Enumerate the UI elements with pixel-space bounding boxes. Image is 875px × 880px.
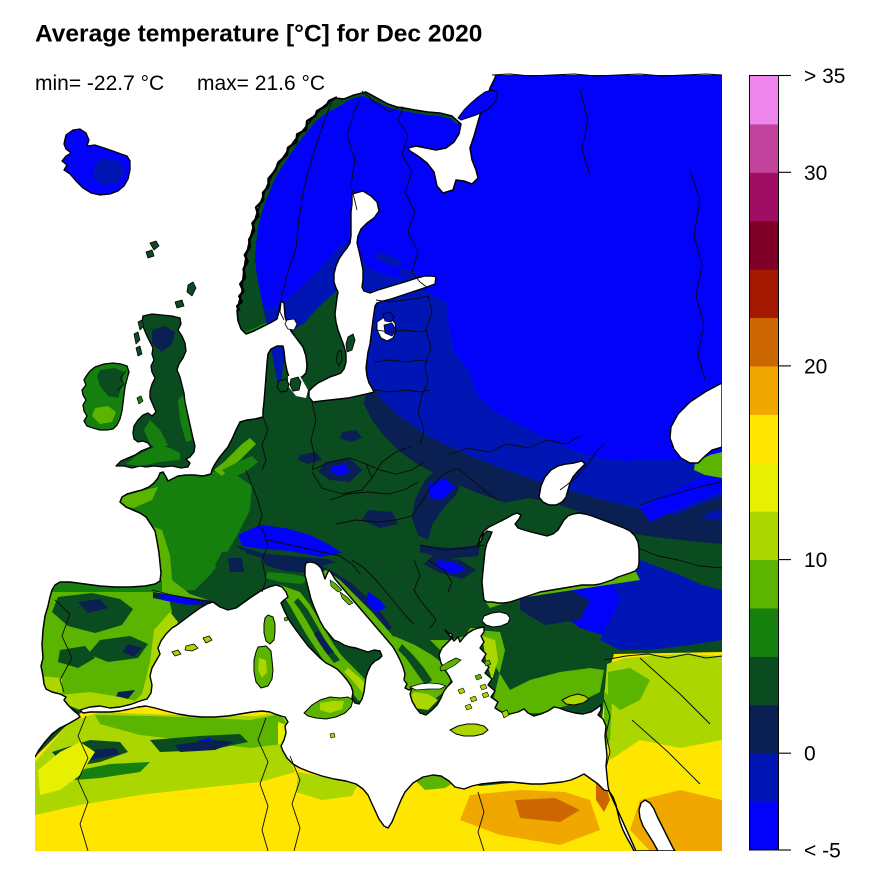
- svg-text:30: 30: [804, 162, 827, 185]
- svg-text:10: 10: [804, 549, 827, 572]
- svg-text:> 35: > 35: [804, 65, 845, 88]
- svg-text:20: 20: [804, 355, 827, 378]
- svg-text:max= 21.6 °C: max= 21.6 °C: [197, 72, 325, 95]
- svg-text:Average temperature [°C] for D: Average temperature [°C] for Dec 2020: [35, 21, 482, 48]
- svg-text:< -5: < -5: [804, 840, 841, 863]
- svg-text:0: 0: [804, 743, 816, 766]
- svg-text:min= -22.7 °C: min= -22.7 °C: [35, 72, 164, 95]
